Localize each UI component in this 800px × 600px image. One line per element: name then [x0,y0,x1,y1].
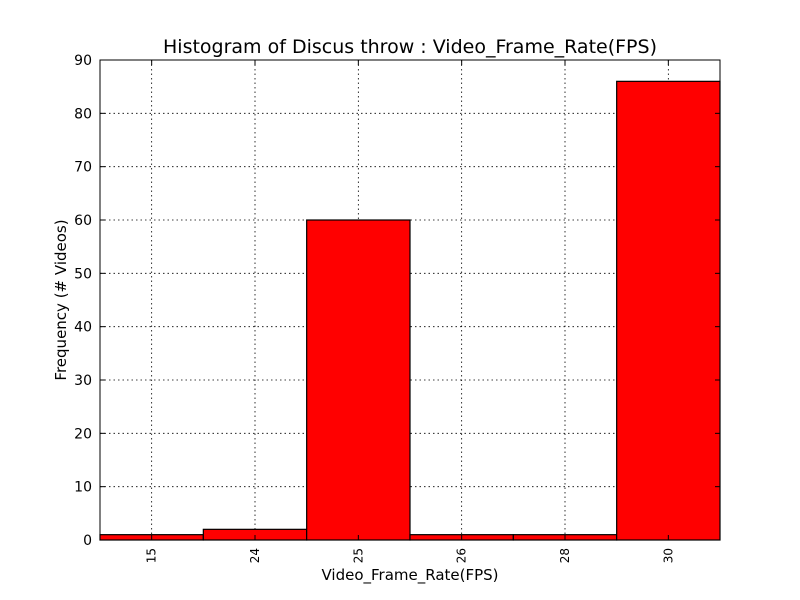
bar-30 [616,80,721,541]
y-tick-label: 20 [74,426,92,442]
x-tick-label: 26 [455,548,469,563]
y-tick-label: 30 [74,373,92,389]
bar-25 [306,219,411,541]
y-tick-label: 80 [74,106,92,122]
bars [99,80,721,541]
x-axis-label: Video_Frame_Rate(FPS) [321,566,498,585]
y-tick-label: 50 [74,266,92,282]
y-tick-label: 10 [74,480,92,496]
x-axis-ticks: 15 24 25 26 28 30 [145,60,675,563]
y-tick-label: 60 [74,213,92,229]
y-tick-label: 40 [74,320,92,336]
y-tick-label: 90 [74,53,92,69]
x-tick-label: 24 [248,548,262,563]
y-tick-label: 0 [83,533,92,549]
y-tick-label: 70 [74,160,92,176]
chart-title: Histogram of Discus throw : Video_Frame_… [163,36,657,58]
y-axis-ticks: 0 10 20 30 40 50 60 70 80 90 [74,53,720,549]
y-axis-label: Frequency (# Videos) [52,219,70,380]
plot-frame [99,59,721,541]
x-tick-label: 28 [558,548,572,563]
x-tick-label: 15 [145,548,159,563]
x-tick-label: 25 [351,548,365,563]
x-tick-label: 30 [661,548,675,563]
